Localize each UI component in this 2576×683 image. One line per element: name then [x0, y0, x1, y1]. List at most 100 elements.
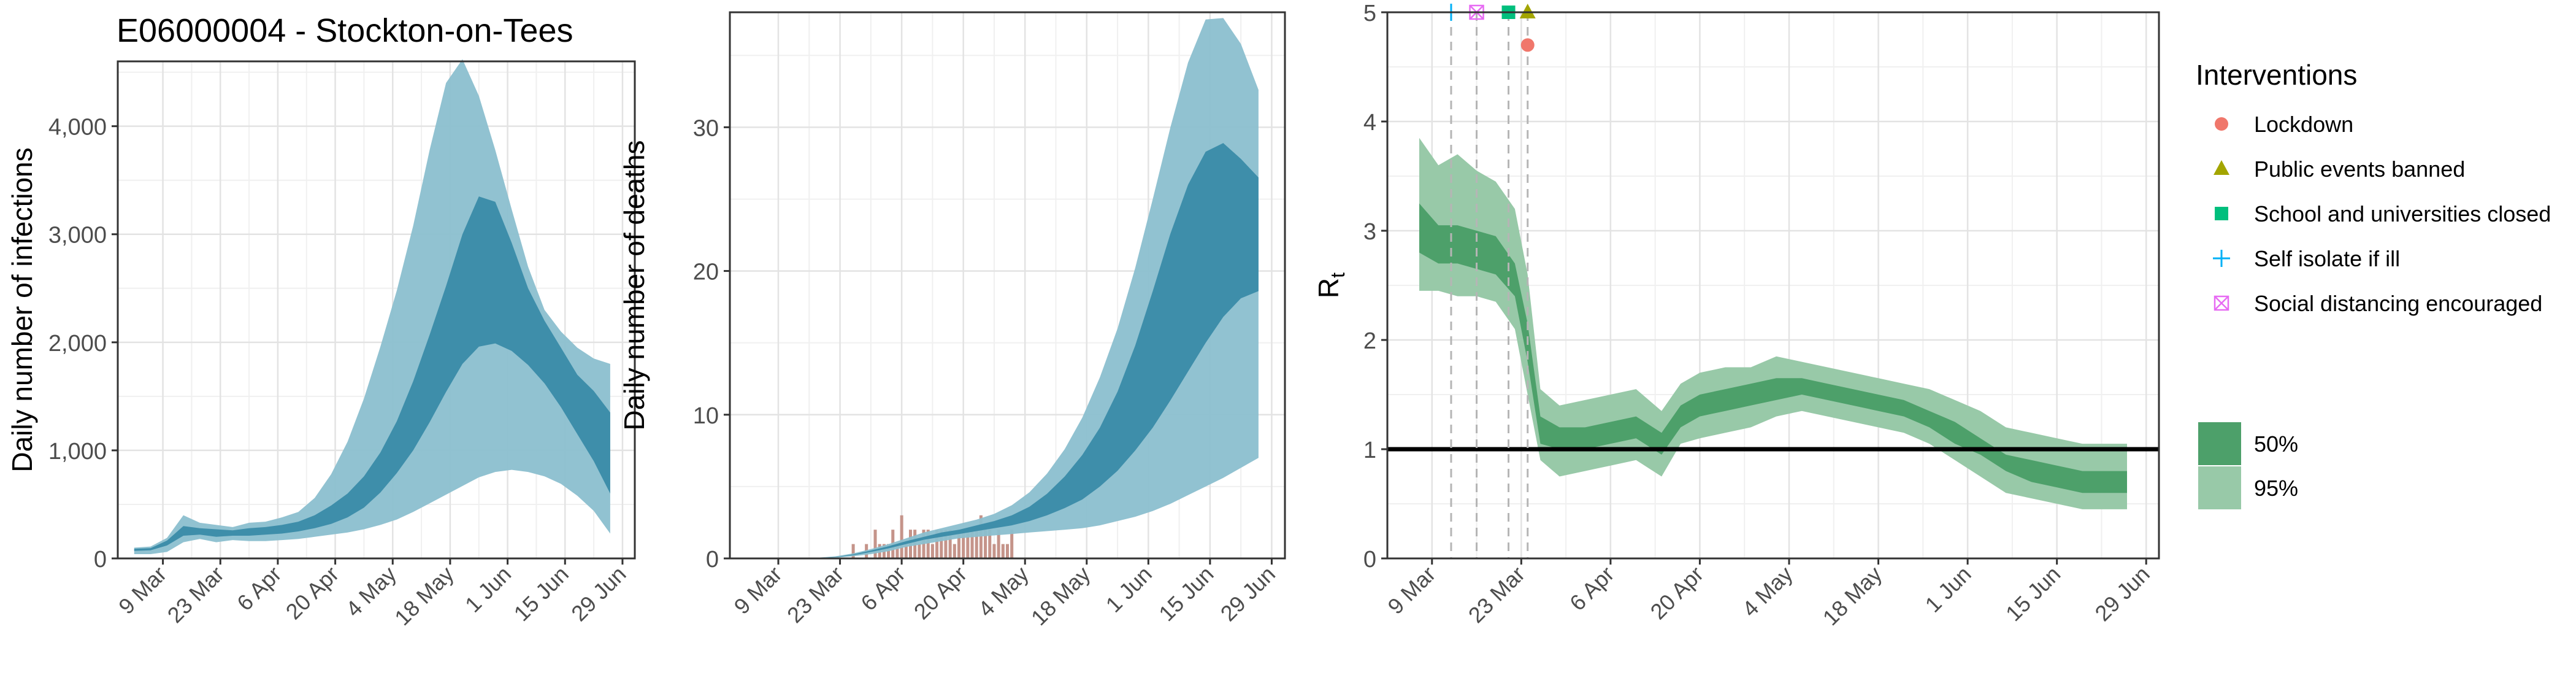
y-axis-label-subscript: t	[1327, 272, 1349, 278]
ci95-band	[1419, 137, 2127, 509]
y-tick-label: 4,000	[48, 115, 107, 141]
death-bar	[918, 544, 921, 558]
y-tick-label: 1,000	[48, 439, 107, 465]
death-bar	[944, 530, 948, 558]
death-bar	[975, 530, 978, 558]
y-tick-label: 2	[1363, 328, 1376, 354]
death-bar	[1001, 544, 1005, 558]
death-bar	[992, 544, 996, 558]
y-tick-label: 0	[94, 547, 107, 573]
legend: Interventions Lockdown Public events banne…	[2196, 59, 2551, 509]
death-bar	[970, 530, 974, 558]
x-tick-label: 18 May	[1818, 561, 1887, 630]
x-tick-label: 9 Mar	[1382, 561, 1440, 619]
x-tick-label: 1 Jun	[1101, 561, 1157, 617]
legend-label: Self isolate if ill	[2254, 246, 2400, 271]
legend-key-boxx-box	[2214, 295, 2229, 311]
legend-ci-label: 95%	[2254, 476, 2298, 501]
death-bar	[953, 544, 956, 558]
legend-ci-swatch	[2198, 466, 2241, 509]
ci95-band	[134, 59, 610, 554]
legend-label: Lockdown	[2254, 112, 2353, 137]
x-tick-label: 4 May	[973, 561, 1033, 622]
death-bar	[1005, 544, 1010, 558]
death-bar	[904, 544, 908, 558]
panel-border	[729, 11, 1286, 560]
legend-ci-label: 50%	[2254, 431, 2298, 457]
x-tick-label: 6 Apr	[232, 561, 286, 615]
panel-border	[117, 60, 636, 560]
death-bar	[979, 515, 983, 558]
x-tick-label: 23 Mar	[1463, 561, 1530, 628]
death-bar	[935, 530, 939, 558]
y-axis-label: Daily number of deaths	[618, 140, 650, 430]
x-tick-label: 6 Apr	[1565, 561, 1619, 615]
y-tick-label: 3,000	[48, 223, 107, 249]
y-tick-label: 1	[1363, 438, 1376, 463]
death-bar	[930, 544, 934, 558]
x-tick-label: 20 Apr	[1645, 561, 1708, 625]
y-tick-label: 0	[706, 547, 719, 573]
y-tick-label: 2,000	[48, 331, 107, 357]
death-bar	[962, 530, 965, 558]
panel-border	[1386, 11, 2160, 560]
ci50-band	[134, 196, 610, 551]
death-bar	[957, 530, 961, 558]
y-tick-label: 0	[1363, 547, 1376, 573]
y-tick-label: 5	[1363, 1, 1376, 26]
death-bar	[926, 530, 930, 558]
legend-label: School and universities closed	[2254, 201, 2551, 226]
x-tick-label: 15 Jun	[2001, 561, 2065, 626]
x-tick-label: 29 Jun	[1216, 561, 1280, 626]
x-tick-label: 4 May	[1737, 561, 1797, 622]
ci50-band	[747, 143, 1259, 559]
death-bar	[966, 530, 970, 558]
y-tick-label: 10	[693, 403, 719, 429]
x-tick-label: 1 Jun	[460, 561, 516, 617]
x-tick-label: 15 Jun	[1154, 561, 1218, 626]
death-bar	[984, 530, 987, 558]
death-bar	[900, 515, 903, 558]
death-bar	[873, 530, 877, 558]
x-tick-label: 29 Jun	[566, 561, 631, 626]
y-tick-label: 3	[1363, 219, 1376, 245]
legend-ci-swatch	[2198, 422, 2241, 465]
rt-panel: 0 1 2 3 4 5 9 Mar 23 Mar 6 Apr 20 Apr 4 May 18 May 1…	[1313, 1, 2160, 630]
death-bar	[948, 530, 952, 558]
x-tick-label: 1 Jun	[1920, 561, 1976, 617]
x-tick-label: 23 Mar	[163, 561, 229, 628]
figure-title: E06000004 - Stockton-on-Tees	[117, 12, 573, 49]
x-tick-label: 6 Apr	[856, 561, 910, 615]
x-tick-label: 9 Mar	[729, 561, 787, 619]
legend-key-square	[2215, 207, 2228, 220]
intervention-marker-circle	[1520, 38, 1535, 52]
death-bar	[851, 544, 855, 558]
intervention-marker-triangle	[1519, 4, 1536, 18]
death-bar	[1010, 530, 1014, 558]
ci50-band	[1419, 203, 2127, 493]
x-tick-label: 15 Jun	[508, 561, 573, 626]
x-tick-label: 20 Apr	[909, 561, 972, 625]
death-bar	[940, 530, 943, 558]
legend-title: Interventions	[2196, 59, 2357, 91]
death-bar	[988, 530, 992, 558]
x-tick-label: 23 Mar	[782, 561, 848, 628]
y-tick-label: 20	[693, 260, 719, 285]
x-tick-label: 18 May	[1026, 561, 1095, 630]
legend-label: Public events banned	[2254, 156, 2465, 182]
death-bar	[895, 544, 899, 558]
legend-key-circle	[2215, 117, 2228, 131]
y-axis-label: Rt	[1313, 272, 1349, 298]
legend-key-boxx-x2	[2214, 296, 2229, 311]
y-tick-label: 4	[1363, 110, 1376, 136]
legend-label: Social distancing encouraged	[2254, 291, 2542, 316]
y-tick-label: 30	[693, 115, 719, 141]
legend-key-triangle	[2214, 160, 2229, 175]
x-tick-label: 29 Jun	[2090, 561, 2154, 626]
x-tick-label: 18 May	[389, 561, 458, 630]
death-bar	[997, 530, 1000, 558]
y-axis-label: Daily number of infections	[6, 147, 38, 472]
